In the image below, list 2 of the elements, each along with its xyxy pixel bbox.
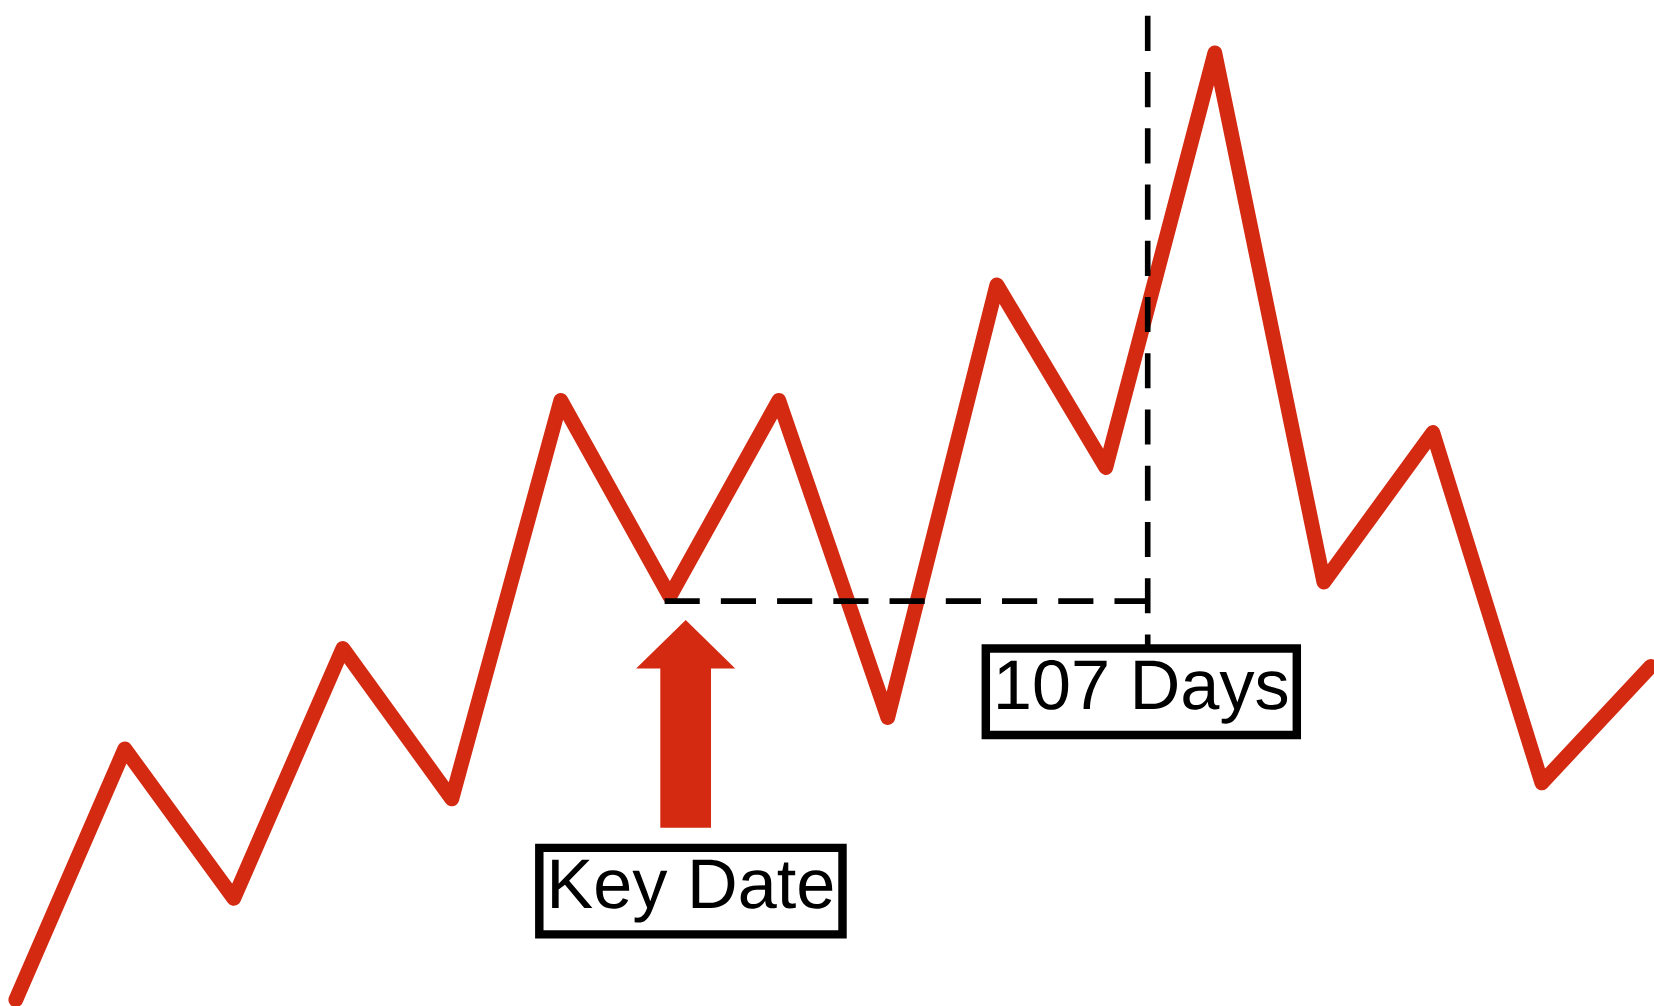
annotation: Key Date bbox=[552, 859, 833, 923]
annotation: 107 Days bbox=[998, 660, 1288, 724]
